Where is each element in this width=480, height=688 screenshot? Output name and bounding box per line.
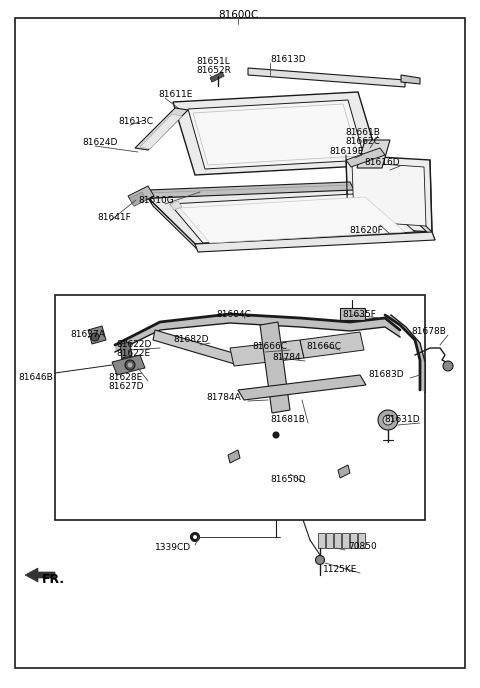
Text: 1125KE: 1125KE — [323, 565, 358, 574]
Text: 81784A: 81784A — [206, 393, 241, 402]
Polygon shape — [170, 201, 182, 210]
Polygon shape — [130, 192, 146, 206]
Text: 81627D: 81627D — [108, 382, 144, 391]
Polygon shape — [238, 375, 366, 400]
Text: 81651L: 81651L — [196, 57, 230, 66]
Polygon shape — [210, 72, 224, 82]
Polygon shape — [357, 140, 390, 168]
Polygon shape — [153, 330, 240, 365]
Polygon shape — [248, 68, 405, 87]
Polygon shape — [120, 342, 132, 360]
Polygon shape — [148, 182, 354, 198]
Circle shape — [443, 361, 453, 371]
Circle shape — [315, 555, 324, 564]
Polygon shape — [195, 232, 435, 252]
Polygon shape — [180, 197, 405, 243]
Text: 81622E: 81622E — [116, 349, 150, 358]
Bar — [55, 295, 425, 520]
Polygon shape — [173, 92, 380, 175]
Text: 81681B: 81681B — [270, 415, 305, 424]
Polygon shape — [25, 568, 55, 582]
Text: 81682D: 81682D — [173, 335, 208, 344]
Text: FR.: FR. — [42, 573, 65, 586]
Circle shape — [191, 533, 200, 541]
Circle shape — [125, 360, 135, 370]
Polygon shape — [318, 533, 325, 548]
Polygon shape — [88, 326, 106, 344]
Polygon shape — [346, 148, 385, 167]
Polygon shape — [188, 100, 365, 169]
Polygon shape — [340, 308, 365, 320]
Polygon shape — [401, 75, 420, 84]
Text: 81628E: 81628E — [108, 373, 142, 382]
Polygon shape — [385, 186, 435, 240]
Text: 81784: 81784 — [272, 353, 300, 362]
Text: 81652R: 81652R — [196, 66, 231, 75]
Text: 1339CD: 1339CD — [155, 543, 191, 552]
Text: 81666C: 81666C — [252, 342, 287, 351]
Text: 81610G: 81610G — [138, 196, 174, 205]
Circle shape — [193, 535, 197, 539]
Circle shape — [378, 410, 398, 430]
Polygon shape — [260, 322, 290, 413]
Polygon shape — [350, 533, 357, 548]
Text: 81662C: 81662C — [345, 137, 380, 146]
Polygon shape — [230, 445, 342, 482]
Polygon shape — [326, 533, 333, 548]
Polygon shape — [128, 186, 154, 206]
Polygon shape — [228, 450, 240, 463]
Text: 81613D: 81613D — [270, 55, 306, 64]
Text: 81646B: 81646B — [18, 373, 53, 382]
Text: 81631D: 81631D — [384, 415, 420, 424]
Polygon shape — [230, 340, 304, 366]
Polygon shape — [122, 356, 134, 372]
Polygon shape — [140, 114, 182, 149]
Polygon shape — [342, 533, 349, 548]
Polygon shape — [148, 186, 432, 244]
Polygon shape — [358, 533, 365, 548]
Text: 81684C: 81684C — [216, 310, 252, 319]
Polygon shape — [193, 104, 358, 165]
Polygon shape — [148, 198, 200, 252]
Circle shape — [383, 415, 393, 425]
Polygon shape — [346, 155, 432, 232]
Text: 81650D: 81650D — [270, 475, 306, 484]
Text: 81678B: 81678B — [411, 327, 446, 336]
Polygon shape — [300, 332, 364, 358]
Polygon shape — [170, 193, 415, 243]
Text: 81619E: 81619E — [329, 147, 363, 156]
Text: 81611E: 81611E — [158, 90, 192, 99]
Text: 81624D: 81624D — [82, 138, 118, 147]
Text: 81666C: 81666C — [306, 342, 341, 351]
Polygon shape — [338, 465, 350, 478]
Polygon shape — [334, 533, 341, 548]
Circle shape — [273, 432, 279, 438]
Circle shape — [128, 363, 132, 367]
Polygon shape — [135, 108, 188, 150]
Text: 81616D: 81616D — [364, 158, 400, 167]
Text: 81600C: 81600C — [218, 10, 258, 20]
Polygon shape — [352, 162, 426, 226]
Polygon shape — [115, 314, 400, 352]
Polygon shape — [112, 355, 145, 375]
Text: 81613C: 81613C — [118, 117, 153, 126]
Text: 81622D: 81622D — [116, 340, 151, 349]
Text: 81635F: 81635F — [342, 310, 376, 319]
Polygon shape — [385, 315, 425, 392]
Text: 81637A: 81637A — [70, 330, 105, 339]
Text: 70850: 70850 — [348, 542, 377, 551]
Text: 81683D: 81683D — [368, 370, 404, 379]
Text: 81661B: 81661B — [345, 128, 380, 137]
Circle shape — [91, 333, 99, 341]
Text: 81620F: 81620F — [349, 226, 383, 235]
Text: 81641F: 81641F — [97, 213, 131, 222]
